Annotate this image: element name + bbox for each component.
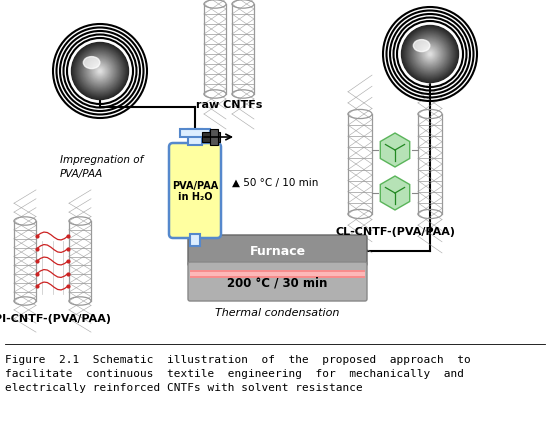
Circle shape	[412, 37, 448, 73]
Circle shape	[405, 30, 455, 80]
Circle shape	[404, 29, 455, 81]
Circle shape	[79, 51, 121, 93]
Circle shape	[76, 48, 124, 95]
Circle shape	[406, 31, 454, 78]
Circle shape	[74, 46, 125, 97]
Bar	[190, 272, 365, 276]
Circle shape	[99, 71, 101, 73]
Ellipse shape	[414, 40, 430, 53]
Text: electrically reinforced CNTFs with solvent resistance: electrically reinforced CNTFs with solve…	[5, 382, 363, 392]
Bar	[204, 5, 226, 95]
Circle shape	[414, 39, 446, 71]
Bar	[348, 115, 372, 215]
Circle shape	[90, 62, 109, 81]
Circle shape	[87, 59, 113, 85]
Circle shape	[87, 60, 112, 84]
Circle shape	[420, 46, 439, 64]
Circle shape	[86, 57, 114, 86]
Ellipse shape	[84, 57, 100, 70]
Circle shape	[426, 51, 434, 59]
Bar	[190, 234, 200, 247]
Circle shape	[419, 43, 442, 66]
Circle shape	[72, 43, 129, 100]
Circle shape	[85, 57, 115, 87]
Circle shape	[422, 47, 438, 63]
Bar	[418, 115, 442, 215]
Text: Figure  2.1  Schematic  illustration  of  the  proposed  approach  to: Figure 2.1 Schematic illustration of the…	[5, 354, 471, 364]
Text: facilitate  continuous  textile  engineering  for  mechanically  and: facilitate continuous textile engineerin…	[5, 368, 464, 378]
Circle shape	[81, 53, 119, 91]
Text: PVA/PAA: PVA/PAA	[60, 169, 103, 179]
Circle shape	[413, 38, 447, 72]
Bar	[210, 130, 218, 146]
Text: PVA/PAA
in H₂O: PVA/PAA in H₂O	[172, 180, 218, 202]
Circle shape	[424, 49, 436, 60]
FancyBboxPatch shape	[169, 144, 221, 238]
Text: PI-CNTF-(PVA/PAA): PI-CNTF-(PVA/PAA)	[0, 313, 111, 323]
Bar	[69, 222, 91, 301]
Circle shape	[91, 63, 108, 81]
Circle shape	[427, 52, 433, 58]
Text: Impregnation of: Impregnation of	[60, 155, 143, 165]
Circle shape	[411, 36, 449, 74]
Circle shape	[73, 44, 128, 99]
Circle shape	[83, 55, 117, 89]
Circle shape	[95, 67, 105, 77]
Circle shape	[415, 40, 445, 70]
Circle shape	[78, 50, 122, 94]
Circle shape	[92, 64, 108, 79]
Circle shape	[417, 42, 442, 67]
Bar	[180, 130, 210, 138]
Circle shape	[77, 49, 123, 95]
Text: Thermal condensation: Thermal condensation	[215, 307, 340, 317]
Circle shape	[403, 28, 456, 81]
Circle shape	[403, 28, 458, 82]
Circle shape	[416, 41, 444, 69]
Circle shape	[409, 34, 451, 76]
Circle shape	[96, 68, 104, 76]
Circle shape	[89, 60, 112, 83]
FancyBboxPatch shape	[188, 262, 367, 301]
Circle shape	[80, 52, 120, 92]
Text: raw CNTFs: raw CNTFs	[196, 100, 262, 110]
Circle shape	[84, 56, 116, 88]
Bar	[190, 265, 365, 284]
Circle shape	[94, 65, 107, 78]
Circle shape	[98, 70, 102, 74]
Circle shape	[420, 44, 441, 65]
Bar	[190, 270, 365, 279]
Circle shape	[90, 61, 111, 82]
Bar	[14, 222, 36, 301]
Circle shape	[421, 46, 438, 64]
FancyBboxPatch shape	[188, 236, 367, 266]
Text: ▲ 50 °C / 10 min: ▲ 50 °C / 10 min	[232, 177, 318, 187]
Circle shape	[428, 53, 432, 57]
Bar	[232, 5, 254, 95]
Circle shape	[410, 35, 450, 75]
Circle shape	[425, 50, 435, 60]
Circle shape	[73, 45, 126, 99]
Text: Furnace: Furnace	[250, 244, 306, 258]
Circle shape	[97, 69, 103, 75]
Bar	[188, 130, 202, 146]
Circle shape	[407, 32, 453, 78]
Circle shape	[75, 47, 125, 96]
Text: 200 °C / 30 min: 200 °C / 30 min	[227, 276, 328, 288]
Circle shape	[402, 26, 459, 83]
Circle shape	[429, 54, 431, 56]
Circle shape	[82, 54, 118, 90]
Circle shape	[94, 66, 106, 78]
Circle shape	[424, 48, 437, 62]
Circle shape	[417, 42, 443, 68]
Text: CL-CNTF-(PVA/PAA): CL-CNTF-(PVA/PAA)	[335, 226, 455, 237]
Bar	[202, 133, 220, 143]
Circle shape	[408, 33, 452, 77]
